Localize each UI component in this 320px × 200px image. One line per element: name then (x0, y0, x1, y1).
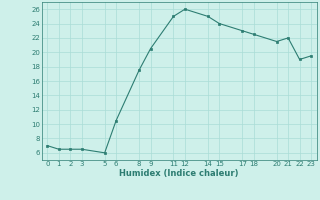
X-axis label: Humidex (Indice chaleur): Humidex (Indice chaleur) (119, 169, 239, 178)
